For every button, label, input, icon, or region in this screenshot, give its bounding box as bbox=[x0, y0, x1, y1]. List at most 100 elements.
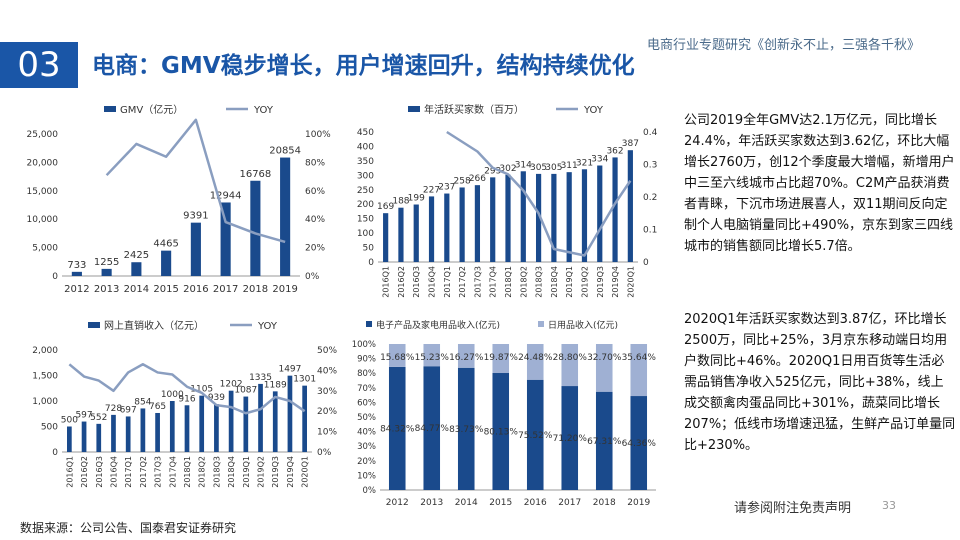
x-tick-label: 2017Q3 bbox=[154, 456, 163, 488]
y2-tick-label: 0.2 bbox=[643, 193, 657, 203]
bar bbox=[101, 268, 112, 276]
bar-value-label: 84.32% bbox=[380, 424, 415, 434]
bar-value-label: 188 bbox=[392, 197, 409, 207]
bar bbox=[67, 426, 72, 452]
y-tick-label: 400 bbox=[357, 142, 374, 152]
y-tick-label: 70% bbox=[357, 384, 376, 394]
y-tick-label: 10% bbox=[357, 471, 376, 481]
y-tick-label: 100 bbox=[357, 229, 374, 239]
y-tick-label: 60% bbox=[357, 398, 376, 408]
bar bbox=[444, 193, 450, 262]
y-tick-label: 0 bbox=[52, 448, 58, 458]
x-tick-label: 2018Q3 bbox=[212, 456, 221, 488]
bar-value-label: 293 bbox=[484, 166, 501, 176]
bar bbox=[597, 165, 603, 262]
x-tick-label: 2016 bbox=[183, 284, 208, 295]
y-tick-label: 10,000 bbox=[27, 215, 59, 225]
y2-tick-label: 0.1 bbox=[643, 226, 657, 236]
stacked-bar-daily bbox=[492, 344, 510, 374]
x-tick-label: 2017Q2 bbox=[139, 456, 148, 488]
bar-value-label: 15.23% bbox=[415, 353, 450, 363]
stacked-bar-electronics bbox=[595, 391, 613, 490]
bar-value-label: 552 bbox=[90, 413, 107, 423]
x-tick-label: 2019Q1 bbox=[242, 456, 251, 488]
bar-value-label: 387 bbox=[622, 139, 639, 149]
bar bbox=[161, 250, 172, 276]
x-tick-label: 2014 bbox=[124, 284, 149, 295]
y2-tick-label: 40% bbox=[317, 366, 337, 376]
y-tick-label: 0 bbox=[52, 272, 58, 282]
y-tick-label: 30% bbox=[357, 442, 376, 452]
y-tick-label: 80% bbox=[357, 369, 376, 379]
yoy-line bbox=[68, 363, 306, 415]
bar bbox=[581, 169, 588, 262]
x-tick-label: 2017 bbox=[213, 284, 238, 295]
y2-tick-label: 50% bbox=[317, 346, 337, 356]
stacked-bar-electronics bbox=[561, 386, 579, 490]
bar bbox=[125, 416, 131, 452]
y2-tick-label: 0.3 bbox=[643, 161, 657, 171]
y-tick-label: 150 bbox=[357, 215, 374, 225]
bar-value-label: 24.48% bbox=[518, 353, 553, 363]
bar-value-label: 28.80% bbox=[553, 353, 588, 363]
bar-value-label: 1105 bbox=[190, 385, 213, 395]
bar bbox=[428, 196, 435, 262]
bar bbox=[280, 157, 291, 276]
legend-label-bar: 年活跃买家数（百万） bbox=[424, 103, 524, 116]
bar bbox=[220, 202, 231, 276]
bar bbox=[383, 213, 389, 262]
legend-swatch-bar bbox=[408, 106, 420, 112]
stacked-bar-daily bbox=[561, 344, 579, 387]
x-tick-label: 2019Q1 bbox=[565, 266, 574, 298]
bar bbox=[551, 173, 557, 262]
bar bbox=[111, 414, 116, 452]
bar-value-label: 1087 bbox=[234, 386, 257, 396]
y-tick-label: 1,000 bbox=[32, 397, 58, 407]
legend-label-line: YOY bbox=[253, 105, 274, 116]
bar-value-label: 169 bbox=[377, 202, 394, 212]
active-buyers-chart: 年活跃买家数（百万） YOY 0 50 100 150 200 250 300 350 400 450… bbox=[357, 103, 658, 298]
y2-tick-label: 100% bbox=[305, 130, 331, 140]
x-tick-label: 2016Q2 bbox=[397, 266, 406, 298]
bar bbox=[398, 207, 404, 262]
bar-value-label: 83.73% bbox=[449, 425, 484, 435]
bar-value-label: 302 bbox=[499, 164, 516, 174]
bar bbox=[140, 408, 146, 452]
summary-paragraph-2: 2020Q1年活跃买家数达到3.87亿，环比增长2500万，同比+25%，3月京… bbox=[684, 312, 956, 453]
x-tick-label: 2019 bbox=[272, 284, 297, 295]
y-tick-label: 40% bbox=[357, 428, 376, 438]
bar-value-label: 16768 bbox=[239, 169, 271, 180]
y2-tick-label: 20% bbox=[317, 407, 337, 417]
bar-value-label: 500 bbox=[61, 416, 78, 426]
y2-tick-label: 20% bbox=[305, 244, 325, 254]
bar-value-label: 697 bbox=[120, 405, 137, 415]
bar bbox=[71, 271, 82, 276]
bar bbox=[505, 174, 511, 262]
gmv-chart: GMV（亿元） YOY 0 5,000 10,000 15,000 20,000 25,000… bbox=[27, 103, 332, 295]
bar-value-label: 12944 bbox=[210, 190, 242, 201]
y-tick-label: 500 bbox=[41, 423, 58, 433]
bar-value-label: 258 bbox=[454, 176, 471, 186]
bar bbox=[81, 421, 87, 452]
bar-value-label: 32.70% bbox=[587, 353, 622, 363]
y-tick-label: 5,000 bbox=[32, 244, 58, 254]
bar-value-label: 765 bbox=[149, 402, 166, 412]
y2-tick-label: 0% bbox=[317, 448, 332, 458]
y-tick-label: 20,000 bbox=[27, 158, 59, 168]
bar-value-label: 314 bbox=[515, 160, 532, 170]
y-tick-label: 15,000 bbox=[27, 187, 59, 197]
x-tick-label: 2017Q1 bbox=[124, 456, 133, 488]
stacked-bar-daily bbox=[457, 344, 475, 368]
bar-value-label: 16.27% bbox=[449, 353, 484, 363]
disclaimer-link[interactable]: 请参阅附注免责声明 bbox=[734, 501, 852, 516]
bar bbox=[228, 390, 234, 452]
x-tick-label: 2017Q4 bbox=[489, 266, 498, 298]
stacked-bar-electronics bbox=[492, 373, 510, 490]
stacked-bar-electronics bbox=[630, 396, 648, 490]
y-tick-label: 2,000 bbox=[32, 346, 58, 356]
x-tick-label: 2019Q4 bbox=[286, 456, 295, 488]
bar-value-label: 237 bbox=[438, 183, 455, 193]
x-tick-label: 2017Q1 bbox=[443, 266, 452, 298]
bar bbox=[490, 177, 496, 262]
x-tick-label: 2019Q3 bbox=[596, 266, 605, 298]
